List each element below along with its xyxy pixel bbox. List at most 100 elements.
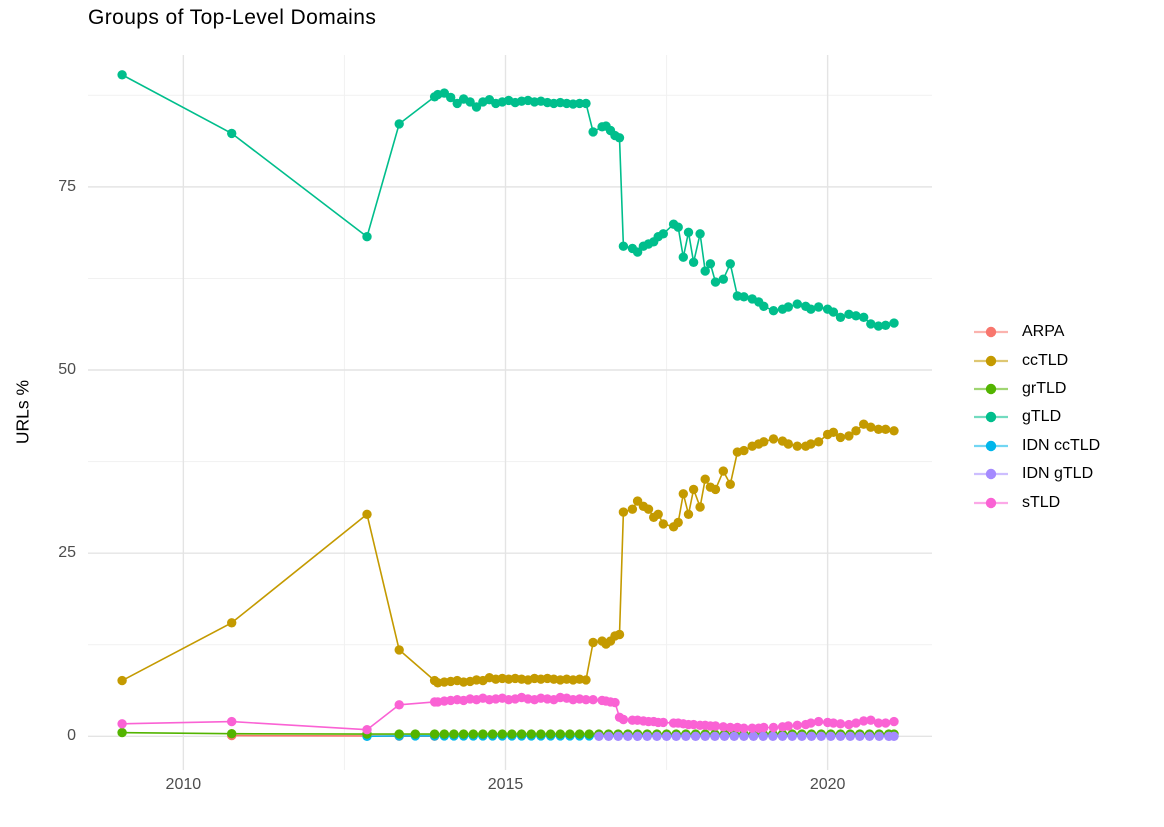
data-point-gTLD xyxy=(828,307,839,317)
data-point-ccTLD xyxy=(851,426,861,436)
data-point-ccTLD xyxy=(700,474,710,484)
legend-key-point xyxy=(985,383,997,395)
data-point-grTLD xyxy=(429,729,440,739)
data-point-ccTLD xyxy=(394,645,404,655)
data-point-ccTLD xyxy=(678,489,688,499)
data-point-gTLD xyxy=(866,319,876,329)
data-point-gTLD xyxy=(117,70,127,80)
x-tick-label: 2015 xyxy=(487,776,524,793)
data-point-gTLD xyxy=(710,277,721,287)
data-point-ccTLD xyxy=(658,519,668,529)
data-point-gTLD xyxy=(695,229,705,239)
legend-key-point xyxy=(985,412,997,423)
data-point-sTLD xyxy=(725,722,735,733)
data-point-sTLD xyxy=(783,721,793,731)
legend-label: ccTLD xyxy=(1022,351,1069,369)
data-point-gTLD xyxy=(889,318,899,328)
data-point-ccTLD xyxy=(844,431,854,441)
data-point-sTLD xyxy=(813,716,824,727)
chart-title: Groups of Top-Level Domains xyxy=(88,6,377,29)
legend-marker-icon xyxy=(974,326,1008,338)
data-point-IDN gTLD xyxy=(806,731,817,741)
y-tick-label: 75 xyxy=(58,177,76,195)
data-point-ccTLD xyxy=(759,437,769,447)
data-point-sTLD xyxy=(768,722,779,733)
data-point-gTLD xyxy=(588,127,598,137)
legend-item-IDN gTLD: IDN gTLD xyxy=(972,460,1100,488)
data-point-IDN gTLD xyxy=(710,731,720,741)
data-point-sTLD xyxy=(610,697,620,708)
data-point-ccTLD xyxy=(627,504,638,514)
legend-item-IDN ccTLD: IDN ccTLD xyxy=(972,432,1100,460)
data-point-grTLD xyxy=(394,729,404,739)
data-point-gTLD xyxy=(678,252,688,262)
data-point-IDN gTLD xyxy=(845,731,855,741)
data-point-ccTLD xyxy=(739,445,749,456)
data-point-ccTLD xyxy=(859,419,869,429)
data-point-IDN gTLD xyxy=(816,731,826,741)
data-point-ccTLD xyxy=(581,675,591,685)
data-point-IDN gTLD xyxy=(768,731,778,741)
data-point-sTLD xyxy=(117,719,127,729)
data-point-gTLD xyxy=(471,102,482,112)
legend-key-point xyxy=(985,468,997,480)
data-point-gTLD xyxy=(227,128,237,139)
data-point-ccTLD xyxy=(806,439,816,449)
legend-label: IDN gTLD xyxy=(1022,465,1094,483)
data-point-grTLD xyxy=(555,729,565,739)
data-point-IDN gTLD xyxy=(594,731,604,741)
y-tick-label: 0 xyxy=(67,727,76,745)
data-point-gTLD xyxy=(362,232,372,242)
data-point-grTLD xyxy=(410,729,420,739)
x-tick-label: 2010 xyxy=(165,776,202,793)
data-point-gTLD xyxy=(759,301,769,311)
data-point-gTLD xyxy=(394,119,404,129)
data-point-grTLD xyxy=(565,729,575,739)
legend-key-point xyxy=(985,355,997,366)
data-point-IDN gTLD xyxy=(603,731,614,741)
data-point-sTLD xyxy=(873,718,884,728)
legend-item-sTLD: sTLD xyxy=(972,488,1100,516)
data-point-sTLD xyxy=(658,717,668,728)
data-point-sTLD xyxy=(889,716,899,727)
legend-item-ccTLD: ccTLD xyxy=(972,346,1100,374)
data-point-sTLD xyxy=(739,723,749,733)
data-point-grTLD xyxy=(536,729,546,739)
legend-marker-icon xyxy=(974,497,1008,508)
y-tick-label: 25 xyxy=(58,544,76,562)
data-point-grTLD xyxy=(227,729,237,739)
data-point-IDN gTLD xyxy=(632,731,643,741)
data-point-gTLD xyxy=(725,259,735,269)
data-point-gTLD xyxy=(465,97,475,107)
data-point-gTLD xyxy=(873,321,884,331)
data-point-IDN gTLD xyxy=(889,731,899,741)
data-point-gTLD xyxy=(859,312,869,322)
data-point-gTLD xyxy=(844,309,854,319)
data-point-gTLD xyxy=(658,229,668,239)
data-point-sTLD xyxy=(806,718,816,728)
data-point-sTLD xyxy=(394,700,404,710)
data-point-sTLD xyxy=(828,718,839,728)
data-point-IDN gTLD xyxy=(652,731,662,741)
data-point-gTLD xyxy=(835,312,846,322)
data-point-ccTLD xyxy=(718,466,728,476)
data-point-grTLD xyxy=(449,729,459,739)
series-line-gTLD xyxy=(121,74,895,327)
data-point-ccTLD xyxy=(618,507,629,517)
data-point-IDN gTLD xyxy=(787,731,797,741)
data-point-IDN gTLD xyxy=(864,731,875,741)
data-point-gTLD xyxy=(851,311,861,321)
data-point-grTLD xyxy=(497,729,507,739)
data-point-grTLD xyxy=(487,729,498,739)
data-point-gTLD xyxy=(446,92,456,103)
data-point-IDN gTLD xyxy=(681,731,691,741)
legend-marker-icon xyxy=(974,468,1008,480)
data-point-gTLD xyxy=(880,320,891,330)
data-point-sTLD xyxy=(227,716,237,727)
data-point-ccTLD xyxy=(835,432,846,443)
legend-marker-icon xyxy=(974,412,1008,423)
data-point-gTLD xyxy=(700,266,710,276)
data-point-IDN gTLD xyxy=(719,731,730,741)
data-point-grTLD xyxy=(574,729,585,739)
